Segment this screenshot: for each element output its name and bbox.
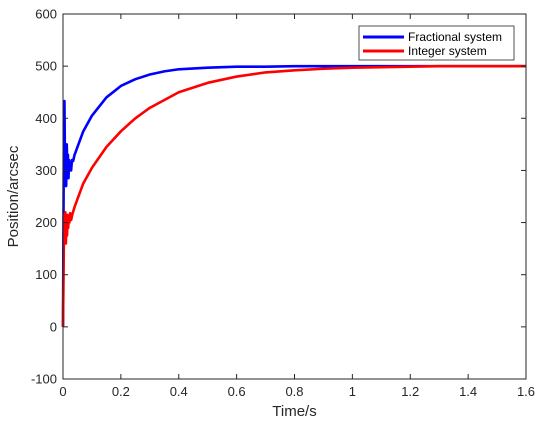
y-tick-label: 600	[35, 7, 57, 22]
x-tick-label: 0.8	[285, 384, 303, 399]
y-tick-label: 0	[50, 319, 57, 334]
plot-area	[63, 14, 526, 379]
x-tick-label: 1.4	[459, 384, 477, 399]
y-tick-label: -100	[31, 372, 57, 387]
ticks-layer: 0 0.2 0.4 0.6 0.8 1 1.2 1.4 1.6-1000100200300400…	[31, 7, 535, 400]
y-tick-label: 100	[35, 267, 57, 282]
x-tick-label: 1.6	[517, 384, 535, 399]
series-line-fractional	[61, 64, 526, 327]
x-tick-label: 0.2	[112, 384, 130, 399]
legend-label-fractional: Fractional system	[408, 30, 502, 44]
y-tick-label: 300	[35, 163, 57, 178]
y-tick-label: 200	[35, 215, 57, 230]
x-tick-label: 0	[59, 384, 66, 399]
series-line-integer	[61, 64, 526, 327]
x-tick-label: 1.2	[401, 384, 419, 399]
x-axis-label: Time/s	[272, 403, 316, 420]
x-tick-label: 1	[349, 384, 356, 399]
y-tick-label: 400	[35, 111, 57, 126]
legend-box	[358, 25, 515, 61]
y-axis-label: Position/arcsec	[5, 145, 22, 247]
x-tick-label: 0.4	[170, 384, 188, 399]
series-layer	[61, 64, 526, 327]
legend: Fractional system Integer system	[358, 25, 515, 61]
x-tick-label: 0.6	[228, 384, 246, 399]
legend-label-integer: Integer system	[408, 44, 487, 58]
y-tick-label: 500	[35, 59, 57, 74]
